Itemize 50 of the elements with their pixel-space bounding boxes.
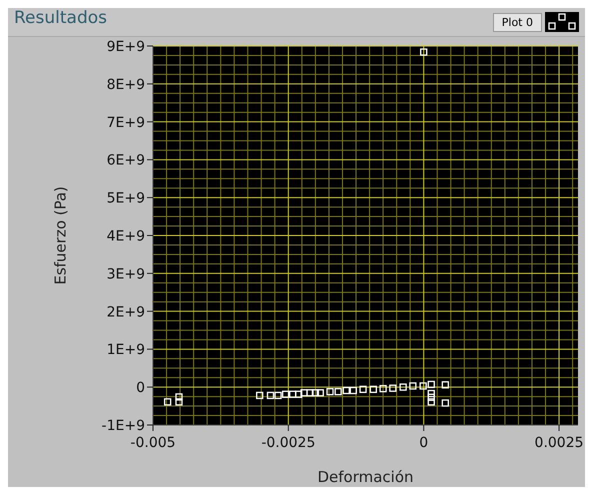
x-tick-label: -0.0025	[261, 435, 316, 451]
point	[350, 386, 357, 394]
y-tick-label: -1E+9	[102, 418, 145, 434]
point	[409, 382, 417, 390]
point	[420, 382, 427, 390]
point	[428, 390, 435, 398]
y-tick-label: 9E+9	[106, 39, 145, 55]
legend-label: Plot 0	[492, 12, 542, 32]
point	[342, 386, 350, 394]
point	[282, 390, 290, 398]
point	[164, 398, 172, 406]
y-tick-label: 3E+9	[106, 266, 145, 282]
point	[389, 384, 396, 392]
y-tick-label: 6E+9	[106, 152, 145, 169]
x-axis-title: Deformación	[317, 468, 414, 486]
point	[256, 392, 264, 400]
point	[428, 380, 435, 388]
point	[175, 398, 183, 406]
point	[428, 394, 435, 401]
point	[428, 398, 435, 406]
point	[359, 386, 367, 394]
y-tick-label: 5E+9	[106, 190, 145, 207]
x-tick-label: 0.0025	[534, 435, 584, 451]
x-tick-label: 0	[419, 435, 428, 451]
y-tick-label: 4E+9	[106, 228, 145, 244]
y-tick-label: 8E+9	[106, 76, 145, 93]
point	[442, 399, 450, 407]
point	[399, 383, 407, 391]
y-tick-label: 2E+9	[106, 304, 145, 320]
point	[370, 386, 377, 394]
point	[326, 388, 334, 396]
point	[266, 392, 274, 400]
point	[316, 389, 324, 396]
point	[442, 381, 450, 388]
y-axis-title: Esfuerzo (Pa)	[51, 186, 70, 285]
point	[294, 390, 302, 398]
point	[306, 389, 314, 396]
point	[300, 389, 308, 396]
point	[379, 384, 387, 392]
y-tick-label: 7E+9	[106, 114, 145, 131]
point	[334, 388, 342, 396]
point	[175, 393, 183, 401]
y-tick-label: 1E+9	[106, 342, 145, 358]
point	[274, 392, 282, 400]
y-tick-label: 0	[136, 380, 145, 396]
point	[420, 48, 428, 56]
chart-title: Resultados	[14, 8, 107, 28]
x-tick-label: -0.005	[130, 435, 176, 451]
point	[289, 390, 296, 398]
point	[312, 389, 320, 396]
